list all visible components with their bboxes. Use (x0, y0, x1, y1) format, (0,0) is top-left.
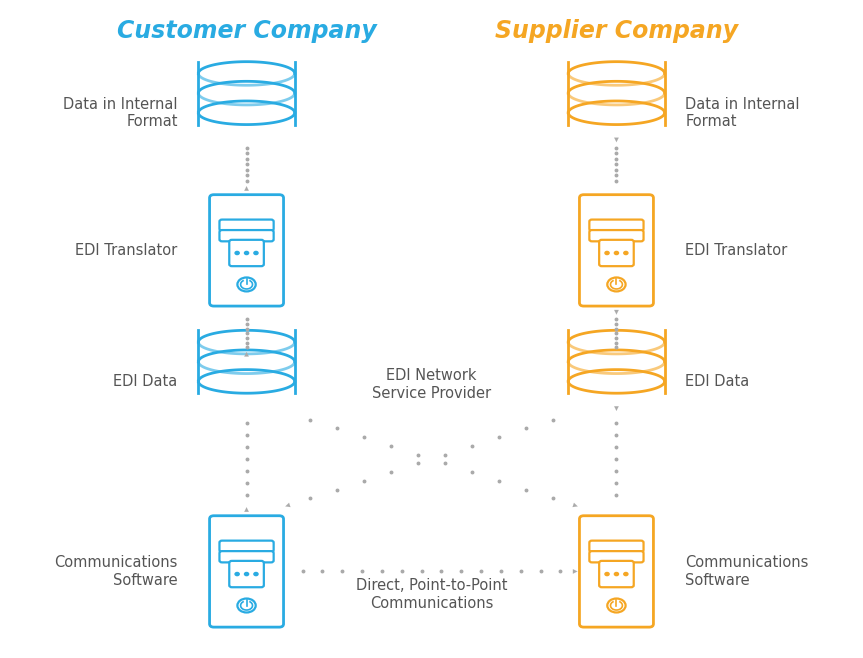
Text: Direct, Point-to-Point
Communications: Direct, Point-to-Point Communications (356, 578, 507, 611)
FancyBboxPatch shape (210, 195, 284, 306)
Circle shape (614, 572, 619, 576)
Circle shape (237, 599, 255, 613)
FancyBboxPatch shape (219, 551, 274, 563)
Circle shape (237, 278, 255, 291)
Text: Communications
Software: Communications Software (685, 555, 809, 588)
Text: EDI Data: EDI Data (685, 374, 750, 389)
FancyBboxPatch shape (599, 240, 633, 266)
FancyBboxPatch shape (599, 561, 633, 587)
FancyBboxPatch shape (589, 220, 644, 231)
Circle shape (244, 572, 249, 576)
Circle shape (608, 599, 626, 613)
Text: Data in Internal
Format: Data in Internal Format (685, 97, 800, 129)
FancyBboxPatch shape (589, 541, 644, 552)
FancyBboxPatch shape (219, 541, 274, 552)
Text: EDI Data: EDI Data (113, 374, 178, 389)
FancyBboxPatch shape (589, 230, 644, 241)
FancyBboxPatch shape (219, 220, 274, 231)
FancyBboxPatch shape (579, 516, 653, 627)
FancyBboxPatch shape (230, 561, 264, 587)
FancyBboxPatch shape (579, 195, 653, 306)
Text: EDI Translator: EDI Translator (75, 243, 178, 258)
FancyBboxPatch shape (230, 240, 264, 266)
Circle shape (624, 251, 628, 255)
Circle shape (605, 572, 609, 576)
Text: Customer Company: Customer Company (117, 19, 376, 43)
Circle shape (254, 251, 258, 255)
Circle shape (608, 278, 626, 291)
Circle shape (614, 251, 619, 255)
Circle shape (235, 251, 239, 255)
FancyBboxPatch shape (589, 551, 644, 563)
Circle shape (254, 572, 258, 576)
Text: EDI Translator: EDI Translator (685, 243, 788, 258)
Circle shape (235, 572, 239, 576)
Circle shape (244, 251, 249, 255)
Text: Data in Internal
Format: Data in Internal Format (63, 97, 178, 129)
FancyBboxPatch shape (210, 516, 284, 627)
Circle shape (624, 572, 628, 576)
Circle shape (605, 251, 609, 255)
Text: EDI Network
Service Provider: EDI Network Service Provider (372, 368, 491, 401)
Text: Communications
Software: Communications Software (54, 555, 178, 588)
FancyBboxPatch shape (219, 230, 274, 241)
Text: Supplier Company: Supplier Company (494, 19, 738, 43)
